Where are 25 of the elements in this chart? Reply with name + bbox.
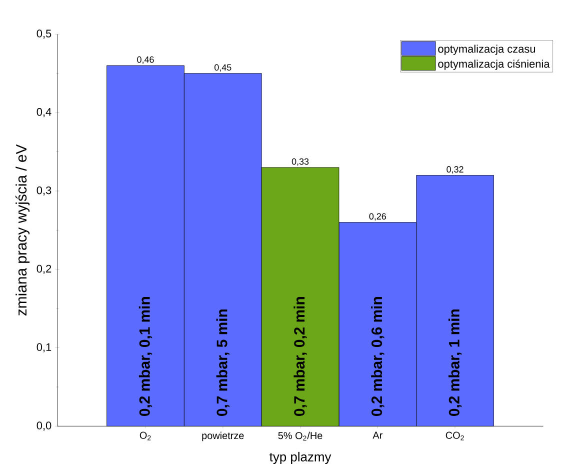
x-tick-label: CO$_{2}$ xyxy=(446,432,464,440)
annotation: 0,7 mbar, 0,2 min xyxy=(294,297,307,416)
legend-label: optymalizacja ciśnienia xyxy=(438,60,550,70)
annotation: 0,2 mbar, 0,1 min xyxy=(138,297,152,416)
y-tick-label: 0,4 xyxy=(36,108,52,118)
x-tick-label: 5% O$_{2}$/He xyxy=(278,432,322,441)
y-tick-label: 0,3 xyxy=(36,186,52,196)
x-tick-label: powietrze xyxy=(202,432,244,442)
data-label: 0,26 xyxy=(369,213,386,221)
x-tick-label: Ar xyxy=(372,432,382,439)
annotation: 0,7 mbar, 5 min xyxy=(216,310,230,416)
data-label: 0,33 xyxy=(292,158,309,166)
data-label: 0,45 xyxy=(214,64,232,72)
data-label: 0,32 xyxy=(446,166,464,174)
data-label: 0,46 xyxy=(137,56,154,64)
y-tick-label: 0,1 xyxy=(36,343,52,352)
y-tick-label: 0,0 xyxy=(36,422,52,431)
annotation: 0,2 mbar, 1 min xyxy=(448,310,462,416)
x-axis-title: typ plazmy xyxy=(270,452,332,464)
annotation: 0,2 mbar, 0,6 min xyxy=(371,297,384,416)
x-tick-label: O$_{2}$ xyxy=(140,432,151,440)
y-tick-label: 0,5 xyxy=(36,30,52,39)
y-axis-title: zmiana pracy wyjścia / eV xyxy=(15,144,30,316)
legend-label: optymalizacja czasu xyxy=(438,44,536,55)
y-tick-label: 0,2 xyxy=(36,264,52,274)
